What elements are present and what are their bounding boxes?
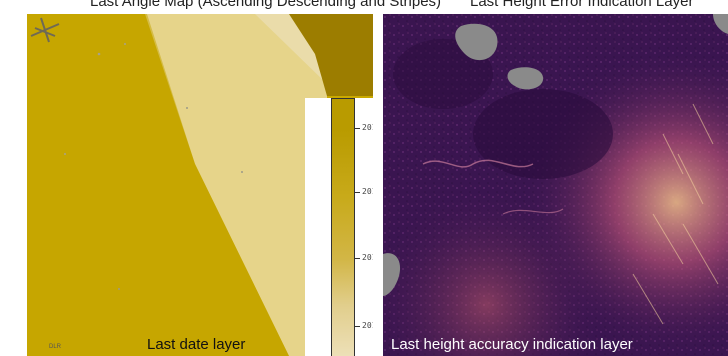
top-caption-right: Last Height Error Indication Layer [470, 0, 694, 10]
dlr-logo-text: DLR [49, 344, 62, 350]
date-colorbar: 2019-10 2019-09 2019-06 2019-05 [305, 98, 373, 356]
height-accuracy-layer-label: Last height accuracy indication layer [391, 336, 633, 353]
colorbar-label: 2019-05 [362, 321, 373, 330]
colorbar-tick [355, 128, 360, 129]
colorbar-gradient [331, 98, 355, 356]
top-caption-left: Last Angle Map (Ascending Descending and… [90, 0, 442, 10]
colorbar-tick [355, 326, 360, 327]
colorbar-label: 2019-10 [362, 123, 373, 132]
last-date-layer-image: 2019-10 2019-09 2019-06 2019-05 DLR Last… [27, 14, 373, 356]
dlr-logo-icon [30, 17, 60, 43]
colorbar-tick [355, 258, 360, 259]
colorbar-tick [355, 192, 360, 193]
top-caption-strip: Last Angle Map (Ascending Descending and… [0, 0, 728, 14]
colorbar-label: 2019-09 [362, 187, 373, 196]
height-accuracy-layer-image: Last height accuracy indication layer [383, 14, 728, 356]
last-date-layer-label: Last date layer [147, 336, 246, 353]
height-accuracy-texture [383, 14, 728, 356]
colorbar-label: 2019-06 [362, 253, 373, 262]
